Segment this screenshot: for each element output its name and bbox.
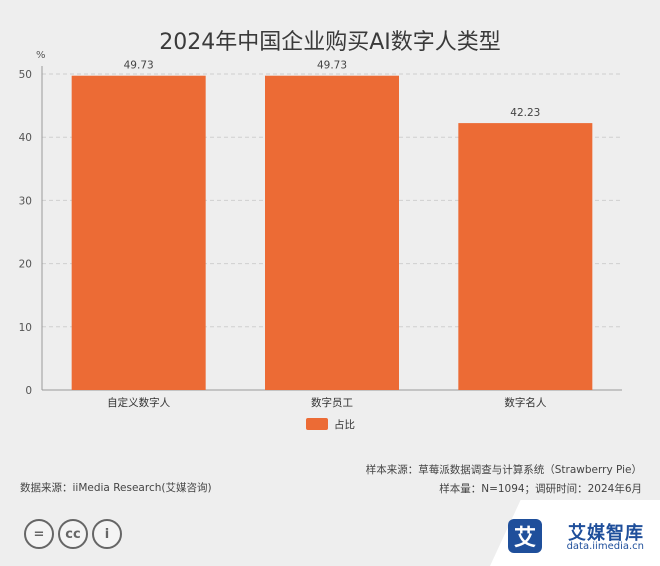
- data-label: 49.73: [317, 60, 347, 72]
- person-icon: i: [92, 519, 122, 549]
- y-tick-label: 50: [19, 69, 32, 81]
- bar: [71, 75, 206, 391]
- chart-title: 2024年中国企业购买AI数字人类型: [159, 30, 501, 55]
- bar: [265, 75, 399, 391]
- x-tick-label: 数字名人: [504, 396, 546, 409]
- legend-label: 占比: [334, 418, 355, 431]
- y-tick-label: 40: [19, 132, 32, 144]
- sample-source: 样本来源：草莓派数据调查与计算系统（Strawberry Pie）: [365, 464, 642, 476]
- bar: [458, 123, 593, 391]
- brand-name: 艾媒智库: [568, 523, 644, 544]
- y-tick-label: 20: [19, 259, 32, 271]
- y-tick-label: 0: [25, 385, 32, 397]
- equal-icon: =: [24, 519, 54, 549]
- license-icons: = cc i: [24, 519, 122, 549]
- cc-icon: cc: [58, 519, 88, 549]
- brand-logo-icon: 艾: [508, 519, 542, 553]
- legend-swatch: [306, 418, 328, 430]
- y-axis-label: %: [36, 50, 46, 61]
- x-tick-label: 数字员工: [311, 396, 353, 409]
- y-tick-label: 10: [19, 322, 32, 334]
- bar-chart: % 0 10 20 30 40 50 49.73 自定义数字人 49.73 数字员工 42.23 数字名…: [19, 50, 622, 431]
- data-source: 数据来源：iiMedia Research(艾媒咨询): [20, 482, 212, 494]
- data-label: 49.73: [124, 60, 154, 72]
- x-tick-label: 自定义数字人: [107, 396, 170, 409]
- brand-url: data.iimedia.cn: [566, 541, 644, 552]
- data-label: 42.23: [510, 107, 540, 119]
- sample-size: 样本量：N=1094；调研时间：2024年6月: [439, 483, 642, 495]
- y-tick-label: 30: [19, 195, 32, 207]
- sample-info: 样本来源：草莓派数据调查与计算系统（Strawberry Pie） 样本量：N=…: [366, 461, 642, 499]
